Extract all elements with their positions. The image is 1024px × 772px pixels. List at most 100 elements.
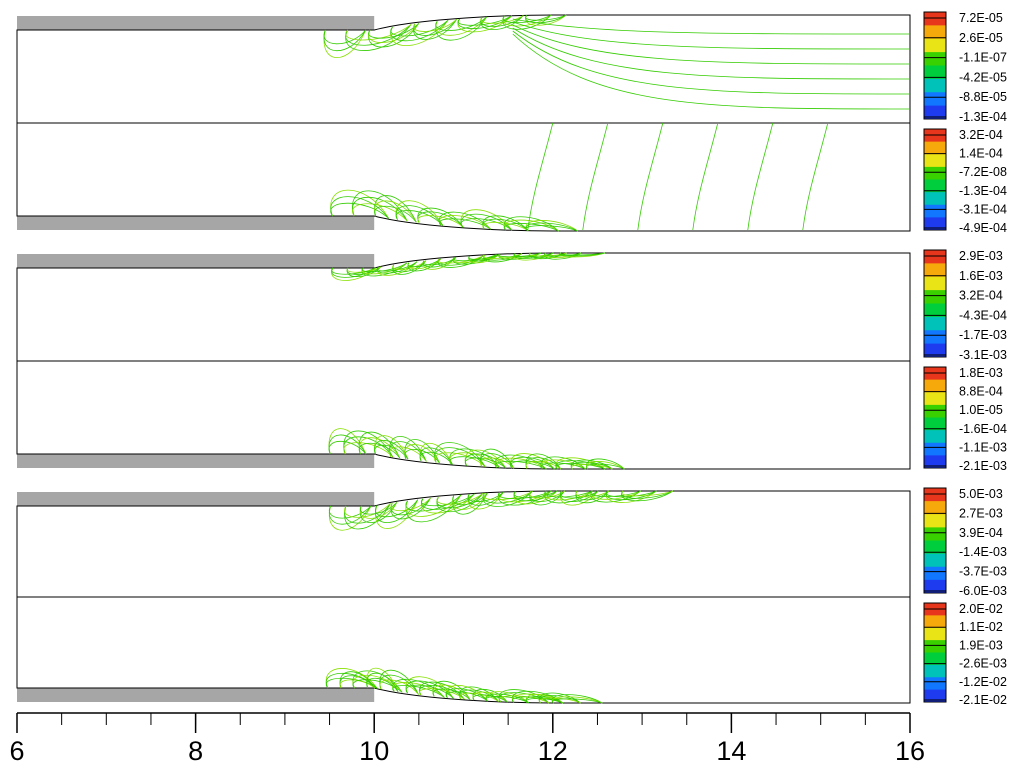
x-tick-label: 8 (188, 736, 203, 766)
colorbar-segment (924, 404, 946, 418)
contour-line (480, 15, 524, 24)
colorbar-segment (924, 442, 946, 456)
colorbar-frame (923, 11, 947, 120)
contour-line (376, 261, 418, 272)
colorbar-segment (924, 276, 946, 291)
colorbar-segment (924, 501, 946, 515)
contours-top (331, 252, 606, 281)
colorbar-segment (924, 52, 946, 66)
contour-line (590, 490, 641, 497)
contour-line (375, 499, 419, 518)
colorbar-segment (924, 330, 946, 345)
contour-line (498, 252, 542, 258)
contour-line (457, 15, 513, 26)
colorbar-label: 2.6E-05 (959, 31, 1003, 45)
colorbar-segment (924, 250, 946, 264)
contour-line (544, 490, 593, 498)
contour-line (692, 122, 719, 231)
colorbar-segment (924, 141, 946, 155)
colorbar-segment (924, 652, 946, 666)
colorbar-segment (924, 417, 946, 431)
contour-line (359, 502, 398, 515)
contours-bottom (328, 428, 625, 470)
colorbar-segment (924, 129, 946, 143)
contour-line (503, 223, 559, 232)
colorbar-segment (924, 12, 946, 26)
colorbar-label: 1.4E-04 (959, 147, 1003, 161)
colorbar-1-bottom: 3.2E-04 1.4E-04 -7.2E-08 -1.3E-04 -3.1E-04 -4… (923, 128, 1007, 235)
contour-line (637, 122, 664, 231)
colorbar-label: -7.2E-08 (959, 165, 1007, 179)
colorbar-label: 8.8E-04 (959, 385, 1003, 399)
colorbar-1-top: 7.2E-05 2.6E-05 -1.1E-07 -4.2E-05 -8.8E-05 -1… (923, 11, 1007, 124)
contour-line (374, 205, 417, 223)
contour-line (343, 442, 394, 458)
colorbar-3-bottom: 2.0E-02 1.1E-02 1.9E-03 -2.6E-03 -1.2E-02 -2.… (923, 602, 1007, 707)
contours-bottom (330, 122, 829, 232)
colorbar-segment (924, 263, 946, 278)
x-tick-label: 12 (538, 736, 568, 766)
contour-line (404, 449, 440, 464)
contour-line (328, 428, 367, 455)
contours-top (323, 14, 911, 110)
colorbar-label: 1.0E-05 (959, 403, 1003, 417)
contour-line (525, 698, 563, 704)
contour-line (586, 463, 625, 470)
colorbar-label: 3.2E-04 (959, 128, 1003, 142)
contour-line (483, 253, 523, 259)
colorbar-label: 2.9E-03 (959, 249, 1003, 263)
contour-line (452, 492, 488, 506)
colorbar-segment (924, 166, 946, 180)
colorbar-segment (924, 25, 946, 40)
contour-line (395, 210, 444, 226)
x-axis: 6 8 10 12 14 16 (9, 712, 925, 766)
contours-top (328, 490, 674, 531)
colorbar-label: -1.6E-04 (959, 422, 1007, 436)
colorbar-label: -1.3E-04 (959, 110, 1007, 124)
contour-line (452, 254, 497, 262)
colorbar-segment (924, 217, 946, 231)
domain-boundary-bottom (16, 122, 911, 232)
colorbar-label: 2.0E-02 (959, 602, 1003, 616)
contour-line (432, 688, 471, 701)
colorbar-segment (924, 154, 946, 168)
x-tick-label: 6 (9, 736, 24, 766)
contour-line (417, 215, 464, 228)
colorbar-segment (924, 316, 946, 331)
contour-line (512, 33, 911, 110)
nozzle-wall-bottom (17, 688, 375, 702)
contour-line (390, 19, 449, 37)
x-axis-tick-labels: 6 8 10 12 14 16 (9, 736, 925, 766)
contour-line (468, 254, 500, 260)
contour-line (331, 267, 376, 275)
contour-line (802, 122, 829, 231)
contour-line (464, 457, 507, 469)
contour-line (361, 262, 407, 273)
contour-line (438, 218, 491, 230)
contour-line (525, 14, 567, 21)
contour-line (467, 491, 504, 502)
colorbar-segment (924, 367, 946, 381)
contour-line (366, 677, 399, 692)
contour-line (330, 196, 389, 219)
colorbar-segment (924, 192, 946, 206)
colorbar-segment (924, 379, 946, 393)
contour-line (559, 490, 599, 499)
colorbar-label: 3.2E-04 (959, 289, 1003, 303)
contour-line (502, 14, 552, 23)
contour-line (525, 225, 578, 232)
contour-line (544, 252, 582, 257)
contour-line (540, 462, 586, 470)
colorbar-frame (923, 602, 947, 703)
contour-line (449, 456, 501, 469)
contour-line (575, 490, 610, 498)
colorbar-segment (924, 392, 946, 406)
contour-line (555, 463, 606, 470)
colorbar-2-top: 2.9E-03 1.6E-03 3.2E-04 -4.3E-04 -1.7E-03 -3.… (923, 249, 1007, 362)
colorbar-segment (924, 640, 946, 653)
colorbar-label: 1.9E-03 (959, 638, 1003, 652)
colorbar-label: -2.1E-02 (959, 693, 1007, 707)
x-tick-label: 16 (895, 736, 925, 766)
colorbar-label: 3.9E-04 (959, 526, 1003, 540)
contour-line (392, 685, 445, 698)
